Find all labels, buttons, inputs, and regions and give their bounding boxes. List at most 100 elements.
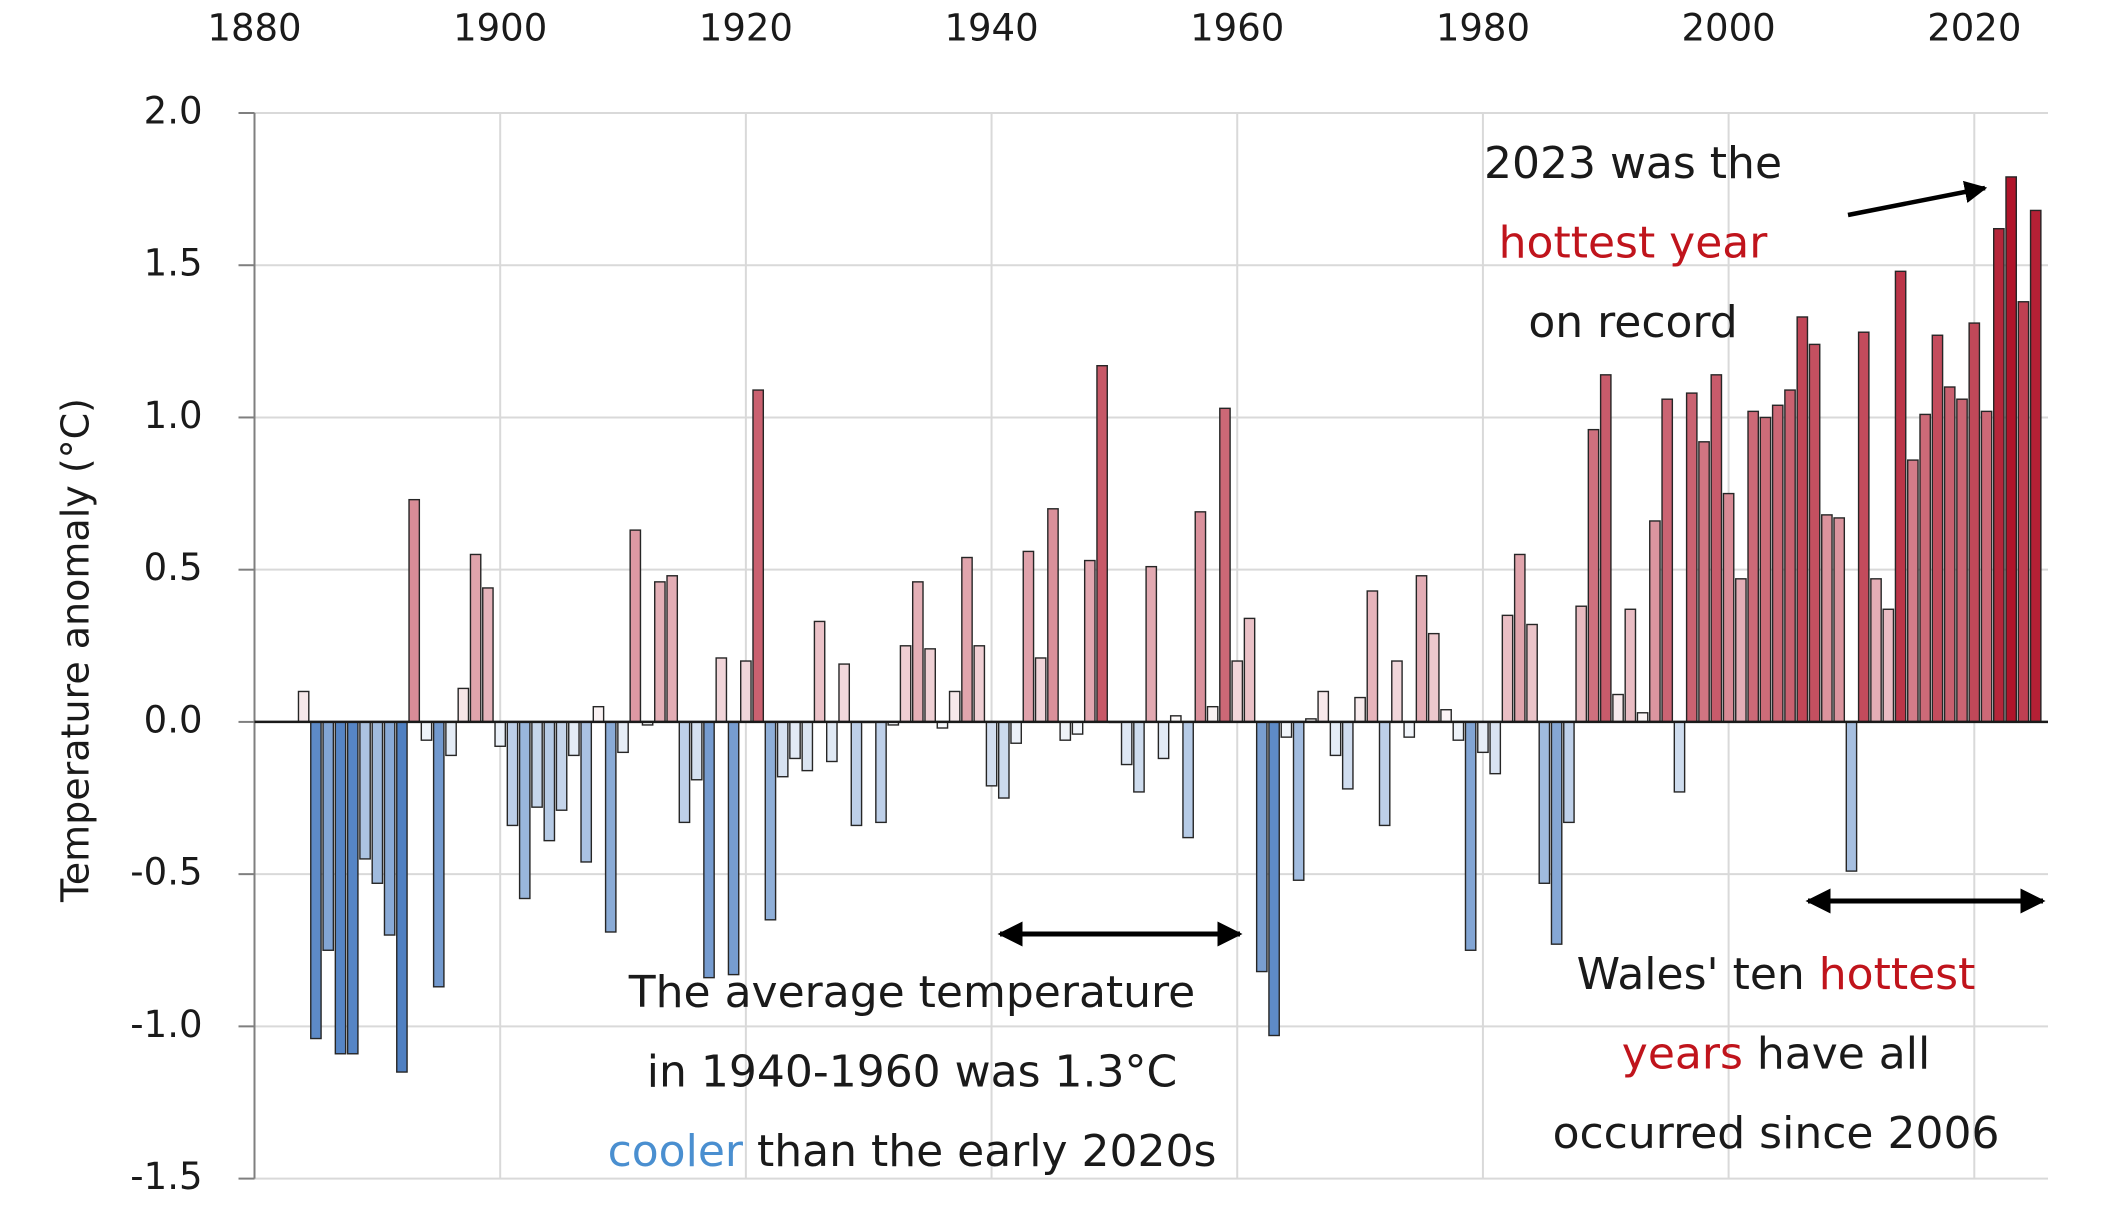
bar: [1931, 334, 1944, 723]
x-tick-label: 2020: [1927, 7, 2021, 50]
bar: [924, 648, 936, 723]
bar: [1452, 721, 1465, 741]
bar: [1771, 404, 1784, 723]
bar: [1968, 322, 1981, 723]
annotation-text: Wales' ten: [1577, 949, 1819, 1000]
bar: [1993, 227, 2005, 723]
bar: [457, 687, 470, 723]
y-axis-title: Temperature anomaly (°C): [54, 398, 98, 903]
bar: [801, 721, 814, 772]
bar: [727, 721, 740, 976]
bar: [1919, 413, 1932, 723]
bar: [1034, 657, 1047, 723]
bar: [1047, 508, 1059, 723]
bar: [359, 721, 371, 860]
bar: [1636, 712, 1649, 723]
bar: [875, 721, 887, 824]
bar: [1427, 632, 1440, 723]
annotation-line: The average temperature: [628, 967, 1196, 1018]
bar: [592, 705, 605, 723]
annotation-text: The average temperature: [628, 967, 1196, 1018]
bar: [1440, 709, 1452, 723]
bar: [555, 721, 568, 811]
bar: [1415, 575, 1428, 723]
annotation-line: on record: [1528, 297, 1737, 348]
bar: [580, 721, 593, 863]
bar: [838, 663, 851, 723]
bar: [1808, 343, 1821, 723]
bar: [297, 690, 310, 723]
bar: [2029, 209, 2042, 723]
bar: [1870, 578, 1882, 723]
bar: [568, 721, 580, 757]
annotation-line: hottest year: [1499, 218, 1769, 269]
arrow: [1847, 180, 1988, 218]
bar: [1133, 721, 1145, 793]
y-tick-label: -0.5: [130, 851, 202, 894]
bar: [1280, 721, 1293, 738]
bar: [1698, 441, 1710, 723]
bar: [1120, 721, 1133, 766]
bar: [1391, 660, 1403, 723]
y-tick-label: -1.0: [130, 1003, 202, 1046]
bar: [420, 721, 433, 741]
bar: [310, 721, 322, 1040]
bar: [1231, 660, 1244, 723]
labels: 2.0 1.5 1.0 0.5 0.0 -0.5 -1.0 -1.5 1880 1900 1920 1…: [130, 7, 2021, 1199]
bar: [1796, 316, 1809, 723]
axes: [238, 112, 2048, 1180]
y-tick-label: 1.5: [144, 242, 203, 285]
x-tick-label: 1880: [207, 7, 301, 50]
bar: [1513, 553, 1526, 723]
bar: [1145, 565, 1158, 723]
annotation-line: Wales' ten hottest: [1577, 949, 1976, 1000]
bar: [1206, 705, 1219, 723]
bar: [715, 657, 728, 723]
bar: [961, 556, 973, 723]
bar: [948, 690, 961, 723]
bar: [752, 389, 765, 723]
bar: [1096, 364, 1108, 723]
bar: [1059, 721, 1072, 741]
bar: [1907, 459, 1919, 723]
y-tick-label: 0.5: [144, 546, 203, 589]
bar: [1157, 721, 1170, 760]
bar: [973, 645, 986, 723]
bar: [1071, 721, 1084, 735]
bar: [1292, 721, 1305, 881]
bar: [1759, 416, 1772, 723]
bar: [740, 660, 752, 723]
annotation-text: years: [1622, 1029, 1743, 1080]
bar: [1845, 721, 1858, 872]
bar: [826, 721, 838, 763]
bar: [1366, 590, 1379, 723]
bar: [997, 721, 1010, 799]
bar: [1243, 617, 1256, 723]
bar: [371, 721, 384, 884]
bar: [789, 721, 801, 760]
bar: [518, 721, 531, 900]
x-tick-label: 2000: [1682, 7, 1776, 50]
bar: [813, 620, 826, 723]
y-tick-label: 0.0: [144, 698, 203, 741]
y-tick-label: 1.0: [144, 394, 203, 437]
annotation-text: on record: [1528, 297, 1737, 348]
bar: [1526, 623, 1538, 723]
annotation-line: occurred since 2006: [1553, 1108, 2000, 1159]
annotation-line: years have all: [1622, 1029, 1930, 1080]
bar: [764, 721, 777, 921]
bar: [1255, 721, 1268, 973]
bar: [1378, 721, 1391, 827]
bar: [322, 721, 335, 951]
bar: [445, 721, 457, 757]
bar: [690, 721, 703, 781]
bar: [531, 721, 543, 808]
bar: [482, 587, 494, 723]
bar: [1354, 696, 1366, 723]
bar: [396, 721, 408, 1073]
bar: [1538, 721, 1551, 884]
bar: [776, 721, 789, 778]
bar: [1943, 386, 1956, 723]
